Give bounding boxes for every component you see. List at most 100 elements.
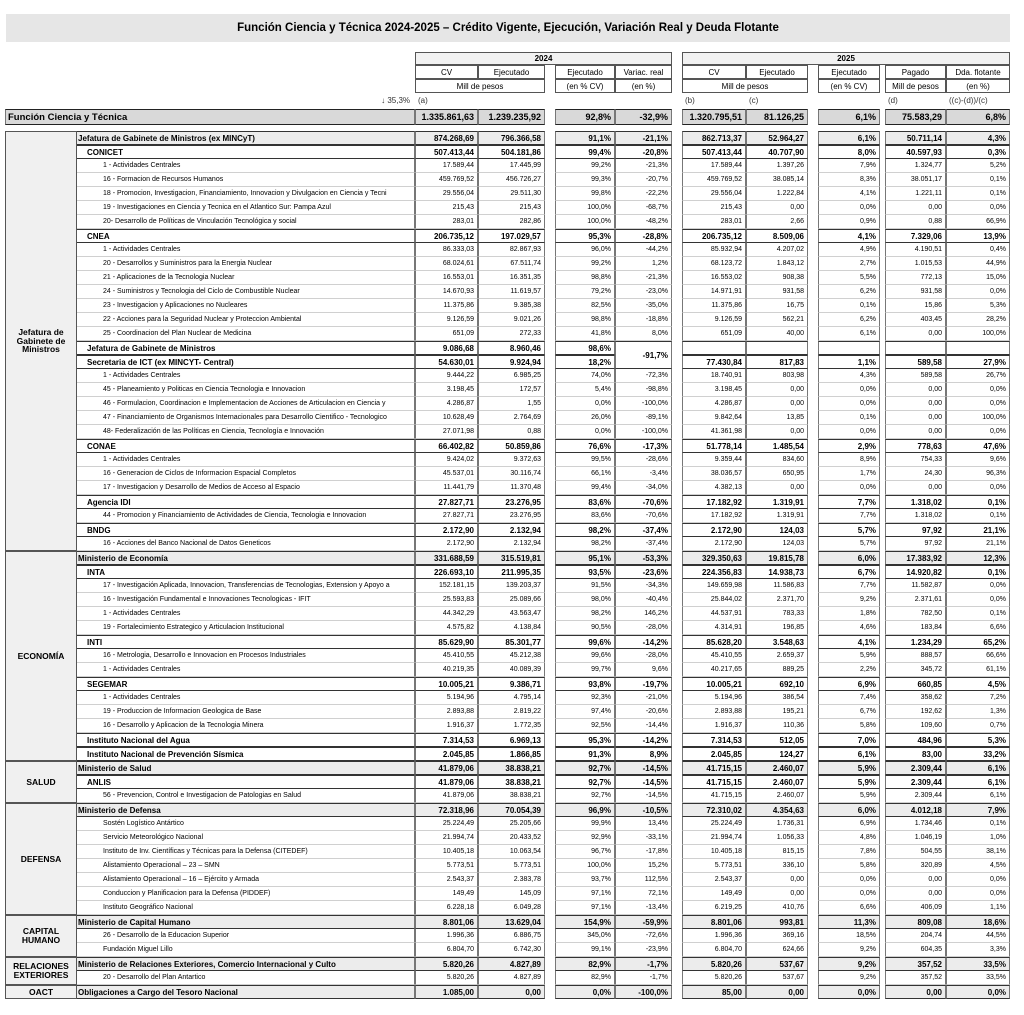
unit-name: SEGEMAR (77, 677, 415, 691)
value-cell: 0,0% (946, 873, 1010, 887)
program-name: 23 - Investigacion y Aplicaciones no Nuc… (77, 299, 415, 313)
value-cell: 1.397,26 (746, 159, 808, 173)
value-cell: 95,1% (555, 551, 615, 565)
value-cell: 13.629,04 (478, 915, 545, 929)
value-cell: 91,5% (555, 579, 615, 593)
value-cell: 17.589,44 (415, 159, 478, 173)
value-cell: 0,00 (885, 481, 946, 495)
value-cell: 27,9% (946, 355, 1010, 369)
value-cell: -10,5% (615, 803, 672, 817)
value-cell: 537,67 (746, 957, 808, 971)
value-cell: 29.556,04 (415, 187, 478, 201)
value-cell: 0,88 (885, 215, 946, 229)
value-cell: 5.773,51 (682, 859, 746, 873)
value-cell: 10.405,18 (415, 845, 478, 859)
value-cell: 6,0% (818, 551, 880, 565)
value-cell: 50.859,86 (478, 439, 545, 453)
value-cell: 5,9% (818, 649, 880, 663)
value-cell: 0,00 (885, 873, 946, 887)
value-cell: 2.045,85 (415, 747, 478, 761)
value-cell: 14.670,93 (415, 285, 478, 299)
program-name: Alistamiento Operacional – 16 – Ejército… (77, 873, 415, 887)
value-cell: 85.629,90 (415, 635, 478, 649)
value-cell: 100,0% (555, 201, 615, 215)
value-cell: 7.329,06 (885, 229, 946, 243)
value-cell: 6.886,75 (478, 929, 545, 943)
value-cell: 98,8% (555, 271, 615, 285)
value-cell: 6,1% (818, 131, 880, 145)
value-cell: 28,2% (946, 313, 1010, 327)
value-cell: 45.212,38 (478, 649, 545, 663)
value-cell: 100,0% (555, 215, 615, 229)
value-cell: 172,57 (478, 383, 545, 397)
value-cell: 97,4% (555, 705, 615, 719)
value-cell: 23.276,95 (478, 509, 545, 523)
value-cell: -28,6% (615, 453, 672, 467)
value-cell: 2.172,90 (415, 537, 478, 551)
value-cell: 6,9% (818, 817, 880, 831)
value-cell: 345,72 (885, 663, 946, 677)
value-cell: 7,4% (818, 691, 880, 705)
value-cell: 5,7% (818, 537, 880, 551)
value-cell: 2.045,85 (682, 747, 746, 761)
value-cell: 357,52 (885, 971, 946, 985)
value-cell: 562,21 (746, 313, 808, 327)
program-name: 1 - Actividades Centrales (77, 159, 415, 173)
value-cell: 99,5% (555, 453, 615, 467)
value-cell: 149.659,98 (682, 579, 746, 593)
value-cell: -98,8% (615, 383, 672, 397)
value-cell: 4.190,51 (885, 243, 946, 257)
value-cell: 149,49 (682, 887, 746, 901)
unit-header: Mill de pesos (415, 79, 545, 93)
unit-name: Instituto Nacional de Prevención Sísmica (77, 747, 415, 761)
value-cell: 91,1% (555, 131, 615, 145)
value-cell: 0,0% (818, 873, 880, 887)
value-cell: 8,0% (818, 145, 880, 159)
value-cell: 3,3% (946, 943, 1010, 957)
value-cell: 99,9% (555, 817, 615, 831)
value-cell: 66,6% (946, 649, 1010, 663)
value-cell: 66,1% (555, 467, 615, 481)
value-cell: 124,03 (746, 523, 808, 537)
value-cell: 4.795,14 (478, 691, 545, 705)
value-cell: 0,0% (946, 285, 1010, 299)
summary-name: Función Ciencia y Técnica (5, 109, 415, 125)
summary-value: 1.239.235,92 (478, 109, 545, 125)
value-cell: -1,7% (615, 957, 672, 971)
value-cell: 0,0% (946, 985, 1010, 999)
value-cell: 537,67 (746, 971, 808, 985)
value-cell: -1,7% (615, 971, 672, 985)
value-cell: 0,00 (746, 425, 808, 439)
value-cell: 85.301,77 (478, 635, 545, 649)
value-cell: 1.319,91 (746, 495, 808, 509)
value-cell: 92,9% (555, 831, 615, 845)
value-cell: 4,6% (818, 621, 880, 635)
program-name: Servicio Meteorológico Nacional (77, 831, 415, 845)
value-cell: -18,8% (615, 313, 672, 327)
value-cell: 4.575,82 (415, 621, 478, 635)
value-cell: 5,5% (818, 271, 880, 285)
value-cell: 0,0% (818, 985, 880, 999)
value-cell: 0,0% (818, 397, 880, 411)
value-cell: 152.181,15 (415, 579, 478, 593)
value-cell: 1.916,37 (415, 719, 478, 733)
program-name: 16 - Metrologia, Desarrollo e Innovacion… (77, 649, 415, 663)
value-cell: 68.123,72 (682, 257, 746, 271)
value-cell: 0,0% (946, 383, 1010, 397)
ministry-name: Ministerio de Salud (77, 761, 415, 775)
value-cell: 100,0% (946, 411, 1010, 425)
value-cell: 19.815,78 (746, 551, 808, 565)
value-cell: -20,6% (615, 705, 672, 719)
value-cell: 345,0% (555, 929, 615, 943)
ministry-name: Ministerio de Capital Humano (77, 915, 415, 929)
value-cell: -13,4% (615, 901, 672, 915)
value-cell: 96,3% (946, 467, 1010, 481)
value-cell: 0,00 (478, 985, 545, 999)
value-cell: 110,36 (746, 719, 808, 733)
value-cell: 1.485,54 (746, 439, 808, 453)
value-cell: 1.221,11 (885, 187, 946, 201)
value-cell: 29.511,30 (478, 187, 545, 201)
value-cell: 96,9% (555, 803, 615, 817)
value-cell: 83,00 (885, 747, 946, 761)
value-cell: 0,1% (946, 817, 1010, 831)
